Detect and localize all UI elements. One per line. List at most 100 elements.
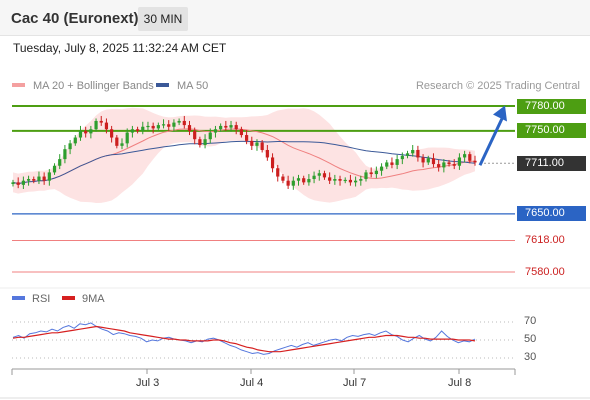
candle-body [115,137,119,146]
candle [84,126,88,138]
x-label-jul4: Jul 4 [240,377,264,389]
candle [224,120,228,131]
candle [463,150,467,163]
candle [452,159,456,170]
candle [328,172,332,185]
candle [26,175,31,186]
x-label-jul8: Jul 8 [448,377,472,389]
candle-body [265,149,269,158]
candle [395,154,399,170]
candle-body [21,180,25,185]
candle-body [343,179,347,182]
candle-body [260,142,264,150]
candle [104,118,109,134]
instrument-title: Cac 40 (Euronext) [11,10,139,27]
candle [431,153,436,168]
candle-body [89,129,93,134]
candle [203,134,207,149]
candle-body [364,172,368,180]
candle-body [141,126,145,131]
candle [369,167,373,178]
candle-body [130,129,134,133]
candle-body [312,175,316,180]
legend-9ma-label: 9MA [82,293,105,305]
candle [208,128,212,144]
candle [120,138,124,150]
candle [110,125,114,143]
rsi-ma-line [12,325,476,353]
candle-body [286,180,290,186]
candle-body [328,177,332,181]
candle-body [411,149,415,154]
candle-body [296,178,301,181]
candle-body [426,158,430,163]
candle [63,145,67,164]
candle-body [94,120,98,130]
candle [400,152,404,165]
candle-body [177,120,181,123]
candle-body [468,154,472,161]
candle-body [224,125,228,128]
candle [296,174,301,186]
candle-body [58,159,62,166]
candle-body [193,130,197,140]
candle-body [11,182,15,185]
candle-body [146,125,150,128]
candle [135,126,140,134]
candle-body [302,178,306,183]
candle [307,174,311,186]
candle-body [447,162,451,165]
candle-body [307,179,311,183]
candle [338,175,342,186]
candle-body [187,125,192,131]
candle-body [78,130,83,138]
candle [177,118,181,126]
candle-body [208,132,212,140]
candle [125,128,129,148]
candle-body [250,140,254,146]
candle [32,176,36,184]
level-lines [12,105,515,273]
candle [239,126,244,138]
candle-body [348,179,353,183]
candle-body [213,129,218,133]
legend-item-bollinger: MA 20 + Bollinger Bands [12,80,154,92]
candle-body [42,176,46,181]
candle-body [369,172,373,175]
legend-ma50-label: MA 50 [177,80,209,92]
bollinger-swatch-icon [12,83,25,88]
candle [99,115,103,126]
candle-body [84,130,88,134]
candle-body [416,149,420,158]
candle [385,159,389,170]
candle-body [437,164,441,168]
candle [219,123,223,132]
candle-body [239,129,244,136]
candle [442,159,446,173]
candle-body [322,173,327,178]
rsi-panel [0,287,590,359]
candle [244,130,249,145]
candle-body [120,143,124,146]
candle [364,169,368,182]
x-label-jul3: Jul 3 [136,377,160,389]
candle-body [32,179,36,181]
candle-body [270,157,275,169]
legend-rsi-label: RSI [32,293,51,305]
legend-item-ma50: MA 50 [156,80,208,92]
candle-body [161,124,166,126]
candle-body [198,139,202,146]
level-label-resistance-1: 7750.00 [517,123,586,139]
candle-body [47,172,51,181]
level-label-resistance-2: 7780.00 [517,98,586,114]
timeframe-button[interactable]: 30 MIN [138,7,188,31]
candle [265,145,269,161]
candle [21,176,25,189]
candle [317,169,321,181]
candle [302,175,306,185]
candle [354,176,358,187]
candle [343,177,347,184]
candle [416,145,420,162]
candle [146,121,150,131]
